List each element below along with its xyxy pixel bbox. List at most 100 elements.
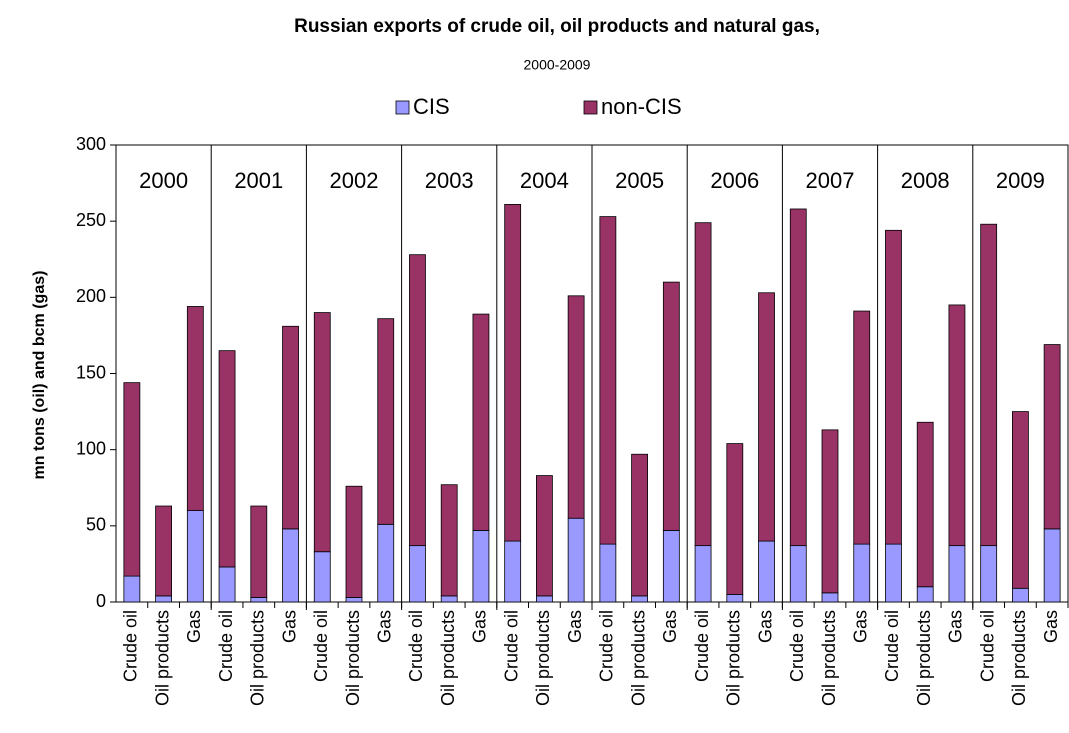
bar-segment bbox=[853, 310, 871, 545]
y-tick-label: 150 bbox=[76, 362, 106, 382]
group-label: 2009 bbox=[996, 168, 1045, 193]
bar-segment bbox=[409, 545, 426, 603]
bar-segment bbox=[377, 523, 395, 603]
bar-segment bbox=[567, 517, 585, 603]
group-label: 2002 bbox=[330, 168, 379, 193]
x-tick-label: Gas bbox=[946, 610, 966, 643]
bar-segment bbox=[758, 292, 775, 542]
x-tick-label: Crude oil bbox=[121, 610, 141, 682]
legend-label: CIS bbox=[413, 94, 450, 119]
bar-segment bbox=[313, 551, 331, 603]
bar-segment bbox=[409, 254, 426, 547]
bar-segment bbox=[472, 313, 490, 531]
bar-segment bbox=[282, 325, 299, 530]
bar-segment bbox=[440, 484, 458, 597]
group-label: 2004 bbox=[520, 168, 569, 193]
bar-segment bbox=[155, 505, 173, 597]
bar-segment bbox=[980, 545, 998, 603]
y-axis-label: mn tons (oil) and bcm (gas) bbox=[31, 271, 48, 480]
bar-segment bbox=[218, 350, 236, 568]
bar-segment bbox=[694, 545, 712, 603]
bar-segment bbox=[885, 543, 902, 603]
x-tick-label: Gas bbox=[374, 610, 394, 643]
x-tick-label: Oil products bbox=[248, 610, 268, 706]
x-tick-label: Gas bbox=[184, 610, 204, 643]
group-label: 2000 bbox=[139, 168, 188, 193]
bar-segment bbox=[282, 528, 299, 603]
bar-segment bbox=[504, 204, 522, 542]
y-tick-label: 200 bbox=[76, 286, 106, 306]
bar-segment bbox=[186, 306, 204, 511]
bar-segment bbox=[631, 453, 648, 597]
bar-segment bbox=[472, 530, 490, 603]
bar-segment bbox=[662, 530, 680, 603]
x-tick-label: Crude oil bbox=[406, 610, 426, 682]
legend-label: non-CIS bbox=[601, 94, 682, 119]
bar-segment bbox=[186, 510, 204, 603]
bar-segment bbox=[1043, 528, 1061, 603]
x-tick-label: Gas bbox=[470, 610, 490, 643]
x-tick-label: Oil products bbox=[343, 610, 363, 706]
x-tick-label: Crude oil bbox=[692, 610, 712, 682]
bar-segment bbox=[662, 281, 680, 531]
x-tick-label: Oil products bbox=[724, 610, 744, 706]
group-label: 2006 bbox=[710, 168, 759, 193]
bar-segment bbox=[821, 429, 839, 594]
bar-segment bbox=[948, 304, 966, 547]
bar-segment bbox=[916, 421, 934, 588]
bar-segment bbox=[599, 543, 617, 603]
y-tick-label: 250 bbox=[76, 210, 106, 230]
bar-segment bbox=[250, 505, 268, 598]
x-tick-label: Crude oil bbox=[311, 610, 331, 682]
bar-segment bbox=[345, 597, 363, 603]
x-tick-label: Gas bbox=[1041, 610, 1061, 643]
bar-segment bbox=[123, 382, 141, 577]
x-tick-label: Gas bbox=[279, 610, 299, 643]
legend-swatch bbox=[395, 100, 410, 115]
bar-segment bbox=[567, 295, 585, 519]
bar-segment bbox=[536, 475, 553, 597]
x-tick-label: Gas bbox=[755, 610, 775, 643]
y-tick-label: 0 bbox=[96, 591, 106, 611]
bar-segment bbox=[980, 223, 998, 547]
group-label: 2005 bbox=[615, 168, 664, 193]
bar-segment bbox=[916, 586, 934, 603]
bar-segment bbox=[440, 595, 458, 603]
x-tick-label: Oil products bbox=[533, 610, 553, 706]
x-tick-label: Oil products bbox=[819, 610, 839, 706]
y-tick-label: 50 bbox=[86, 515, 106, 535]
bar-segment bbox=[694, 222, 712, 547]
x-tick-label: Crude oil bbox=[977, 610, 997, 682]
x-tick-label: Oil products bbox=[914, 610, 934, 706]
bar-segment bbox=[155, 595, 173, 603]
bar-segment bbox=[1012, 411, 1029, 589]
x-tick-label: Oil products bbox=[1009, 610, 1029, 706]
bar-segment bbox=[536, 595, 553, 603]
bar-segment bbox=[345, 485, 363, 598]
x-tick-label: Crude oil bbox=[597, 610, 617, 682]
y-tick-label: 300 bbox=[76, 134, 106, 154]
group-label: 2008 bbox=[901, 168, 950, 193]
bar-segment bbox=[313, 312, 331, 553]
group-label: 2001 bbox=[234, 168, 283, 193]
bar-segment bbox=[504, 540, 522, 603]
legend-swatch bbox=[583, 100, 598, 115]
x-tick-label: Crude oil bbox=[216, 610, 236, 682]
bar-segment bbox=[726, 593, 744, 603]
x-tick-label: Gas bbox=[660, 610, 680, 643]
x-tick-label: Oil products bbox=[152, 610, 172, 706]
bar-segment bbox=[789, 545, 807, 603]
x-tick-label: Crude oil bbox=[787, 610, 807, 682]
bar-segment bbox=[1043, 344, 1061, 530]
x-tick-label: Gas bbox=[565, 610, 585, 643]
group-label: 2007 bbox=[806, 168, 855, 193]
bar-segment bbox=[1012, 587, 1029, 603]
bar-segment bbox=[948, 545, 966, 603]
bar-segment bbox=[631, 595, 648, 603]
x-tick-label: Oil products bbox=[628, 610, 648, 706]
bar-segment bbox=[789, 208, 807, 547]
bar-segment bbox=[218, 566, 236, 603]
x-tick-label: Crude oil bbox=[882, 610, 902, 682]
bar-segment bbox=[885, 229, 902, 545]
